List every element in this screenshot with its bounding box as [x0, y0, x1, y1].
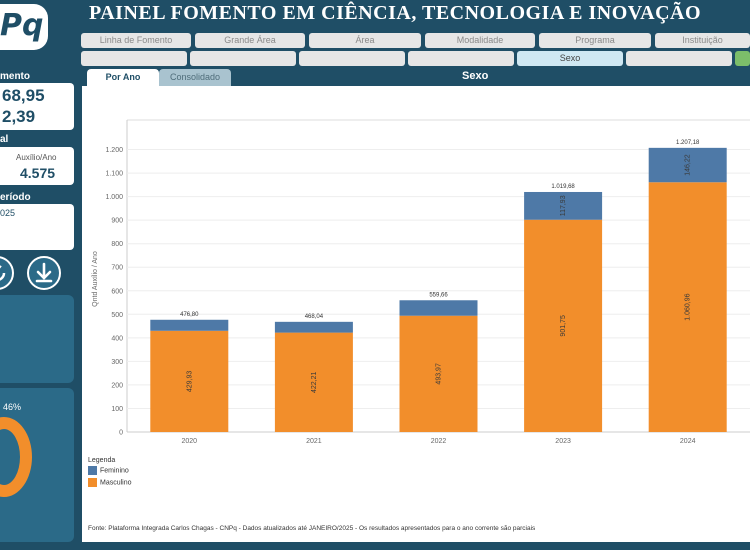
y-tick-label: 1.200: [105, 147, 123, 154]
refresh-icon: [0, 265, 6, 281]
page-title: PAINEL FOMENTO EM CIÊNCIA, TECNOLOGIA E …: [89, 2, 702, 24]
download-button[interactable]: [27, 256, 61, 290]
y-tick-label: 500: [111, 312, 123, 319]
filter-sexo[interactable]: Sexo: [517, 51, 623, 66]
filter-green[interactable]: [735, 51, 750, 66]
legend-label-masculino: Masculino: [100, 479, 132, 487]
bar-feminino-2023: [524, 191, 603, 220]
y-tick-label: 700: [111, 265, 123, 272]
bar-feminino-2024: [648, 147, 727, 183]
y-tick-label: 600: [111, 288, 123, 295]
bar-feminino-2021: [274, 321, 353, 333]
filter-blank-1[interactable]: [81, 51, 187, 66]
data-label-masculino-2024: 1.060,96: [685, 293, 692, 320]
legend-item-feminino[interactable]: Feminino: [88, 466, 129, 476]
filter-area[interactable]: Área: [309, 33, 421, 48]
filter-grande-area[interactable]: Grande Área: [195, 33, 305, 48]
bar-chart: 0 100 200 300 400 500 600 700 800 900 1.000 1.100 1.…: [92, 119, 750, 445]
chart-title: Sexo: [462, 70, 489, 82]
source-note: Fonte: Plataforma Integrada Carlos Chaga…: [88, 525, 536, 532]
x-tick-label: 2022: [431, 438, 447, 445]
total-label-2021: 468,04: [305, 314, 324, 320]
y-tick-label: 0: [119, 430, 123, 437]
donut-chart: [0, 417, 32, 497]
y-tick-label: 200: [111, 382, 123, 389]
data-label-masculino-2021: 422,21: [311, 372, 318, 394]
x-tick-label: 2021: [306, 438, 322, 445]
bar-feminino-2020: [150, 319, 229, 331]
y-tick-label: 300: [111, 359, 123, 366]
tab-bar: [82, 68, 750, 86]
filter-programa[interactable]: Programa: [539, 33, 651, 48]
legend-swatch-feminino: [88, 466, 97, 475]
data-label-masculino-2020: 429,93: [186, 371, 193, 393]
reset-button[interactable]: [0, 256, 14, 290]
bar-masculino-2022: [399, 315, 478, 432]
cnpq-logo: Pq: [0, 4, 48, 50]
x-tick-label: 2024: [680, 438, 696, 445]
total-label-2022: 559,66: [429, 292, 448, 298]
tab-consolidado[interactable]: Consolidado: [159, 69, 231, 86]
legend-title: Legenda: [88, 457, 116, 464]
y-tick-label: 800: [111, 241, 123, 248]
data-label-feminino-2024: 146,22: [685, 154, 692, 176]
box2-value: 4.575: [20, 165, 56, 181]
filter-modalidade[interactable]: Modalidade: [425, 33, 535, 48]
total-label-2020: 476,80: [180, 312, 199, 318]
data-label-masculino-2022: 493,97: [436, 363, 443, 385]
filter-blank-3[interactable]: [299, 51, 405, 66]
donut-pct: 46%: [3, 402, 22, 412]
box2-heading: al: [0, 134, 9, 145]
box3-heading: eríodo: [0, 192, 31, 203]
legend-item-masculino[interactable]: Masculino: [88, 478, 132, 488]
box1-value-2: 2,39: [2, 107, 36, 126]
left-blank-panel: [0, 295, 74, 383]
x-tick-label: 2020: [182, 438, 198, 445]
y-tick-label: 400: [111, 335, 123, 342]
y-axis-label: Qntd Auxílio / Ano: [92, 251, 99, 307]
legend-swatch-masculino: [88, 478, 97, 487]
main-panel: Por Ano Consolidado Sexo 0 100 200 300 400 50…: [82, 68, 750, 542]
donut-panel: 46%: [0, 388, 74, 542]
tab-por-ano[interactable]: Por Ano: [87, 69, 159, 86]
filter-blank-5[interactable]: [626, 51, 732, 66]
box1-heading: mento: [0, 71, 30, 82]
filter-linha-de-fomento[interactable]: Linha de Fomento: [81, 33, 191, 48]
box1: 68,95 2,39: [0, 83, 74, 130]
filter-blank-4[interactable]: [408, 51, 514, 66]
data-label-feminino-2023: 117,93: [560, 195, 567, 216]
bar-masculino-2021: [274, 332, 353, 432]
bar-masculino-2020: [150, 330, 229, 432]
box1-value-1: 68,95: [2, 86, 45, 105]
y-tick-label: 100: [111, 406, 123, 413]
total-label-2023: 1.019,68: [551, 184, 575, 190]
box2: Auxílio/Ano 4.575: [0, 147, 74, 185]
total-label-2024: 1.207,18: [676, 140, 700, 146]
bar-feminino-2022: [399, 300, 478, 316]
y-tick-label: 1.000: [105, 194, 123, 201]
x-tick-label: 2023: [555, 438, 571, 445]
legend-label-feminino: Feminino: [100, 467, 129, 475]
download-icon: [35, 262, 53, 283]
filter-blank-2[interactable]: [190, 51, 296, 66]
box3-value: 025: [0, 208, 16, 218]
data-label-masculino-2023: 901,75: [560, 315, 567, 337]
bar-masculino-2023: [524, 219, 603, 432]
bar-masculino-2024: [648, 182, 727, 432]
y-tick-label: 1.100: [105, 171, 123, 178]
filter-instituicao[interactable]: Instituição: [655, 33, 750, 48]
y-tick-label: 900: [111, 218, 123, 225]
box2-label: Auxílio/Ano: [16, 153, 57, 162]
box3: 025: [0, 204, 74, 250]
header: [0, 0, 750, 28]
